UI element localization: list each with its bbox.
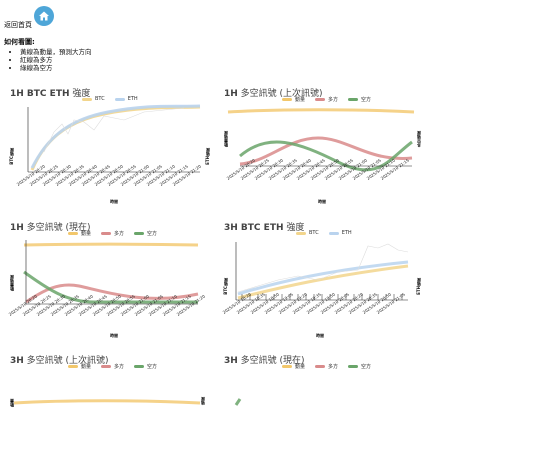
x-axis-label: 時間 xyxy=(110,199,118,204)
panel-3h-signal-last: 3H 多空訊號 (上次訊號) 動量 多方 空方 動量 強度 xyxy=(4,353,214,473)
panel-3h-strength: 3H BTC ETH 強度 BTC ETH BTC強度 ETH強度 時間 202… xyxy=(218,220,428,340)
legend-short: 空方 xyxy=(134,363,157,370)
legend-short: 空方 xyxy=(348,363,371,370)
legend: 動量 多方 空方 xyxy=(282,96,371,103)
panel-title: 1H 多空訊號 (現在) xyxy=(10,223,91,233)
panel-title: 3H BTC ETH 強度 xyxy=(224,223,305,233)
legend-long: 多方 xyxy=(315,96,338,103)
chart-3h-signal-now xyxy=(234,398,242,406)
legend: 動量 多方 空方 xyxy=(68,230,157,237)
legend-momentum: 動量 xyxy=(282,96,305,103)
panel-title: 3H 多空訊號 (現在) xyxy=(224,356,305,366)
legend: 動量 多方 空方 xyxy=(282,363,371,370)
legend-short: 空方 xyxy=(348,96,371,103)
back-home-link[interactable]: 返回首頁 xyxy=(4,21,32,29)
legend-momentum: 動量 xyxy=(68,363,91,370)
legend-eth: ETH xyxy=(328,230,352,236)
legend-long: 多方 xyxy=(101,363,124,370)
x-axis-label: 時間 xyxy=(318,199,326,204)
x-minor-ticks xyxy=(241,294,403,300)
chart-1h-signal-now: 2025/5/10 20:20 2025/5/10 20:25 2025/5/1… xyxy=(8,240,207,317)
legend-momentum: 動量 xyxy=(282,363,305,370)
howto-item-momentum: 黃線為動量，預測大方向 xyxy=(20,48,92,56)
legend: BTC ETH xyxy=(296,230,352,236)
legend-long: 多方 xyxy=(315,363,338,370)
chart-3h-signal-last xyxy=(13,399,201,405)
chart-3h-strength: 2025/5/10 18:20 2025/5/10 18:35 2025/5/1… xyxy=(222,242,409,315)
legend-eth: ETH xyxy=(114,96,138,102)
home-icon[interactable] xyxy=(34,6,54,26)
legend-long: 多方 xyxy=(101,230,124,237)
howto-list: 黃線為動量，預測大方向 紅線為多方 綠線為空方 xyxy=(4,48,92,72)
chart-1h-strength: 2025/5/10 20:20 2025/5/10 20:25 2025/5/1… xyxy=(16,104,203,187)
legend: BTC ETH xyxy=(82,96,138,102)
chart-1h-signal-last: 2025/5/10 20:20 2025/5/10 20:25 2025/5/1… xyxy=(226,108,415,181)
panel-1h-strength: 1H BTC ETH 強度 BTC ETH BTC強度 ETH強度 時間 202… xyxy=(4,86,214,206)
header: 返回首頁 xyxy=(4,6,54,30)
howto-title: 如何看圖: xyxy=(4,38,35,46)
legend-momentum: 動量 xyxy=(68,230,91,237)
x-tick-labels: 2025/5/10 20:20 2025/5/10 20:25 2025/5/1… xyxy=(226,157,411,180)
x-tick-labels: 2025/5/10 20:20 2025/5/10 20:25 2025/5/1… xyxy=(8,293,207,316)
legend-btc: BTC xyxy=(296,230,319,236)
legend-btc: BTC xyxy=(82,96,105,102)
panel-3h-signal-now: 3H 多空訊號 (現在) 動量 多方 空方 xyxy=(218,353,428,473)
panel-title: 3H 多空訊號 (上次訊號) xyxy=(10,356,109,366)
panel-1h-signal-last: 1H 多空訊號 (上次訊號) 動量 多方 空方 動量強度 多空強度 時間 202… xyxy=(218,86,428,206)
howto-item-long: 紅線為多方 xyxy=(20,56,92,64)
panel-title: 1H BTC ETH 強度 xyxy=(10,89,91,99)
x-tick-labels: 2025/5/10 20:20 2025/5/10 20:25 2025/5/1… xyxy=(16,163,203,186)
x-axis-label: 時間 xyxy=(316,333,324,338)
howto-item-short: 綠線為空方 xyxy=(20,64,92,72)
legend-short: 空方 xyxy=(134,230,157,237)
panel-1h-signal-now: 1H 多空訊號 (現在) 動量 多方 空方 動量強度 時間 2025/5/10 … xyxy=(4,220,214,340)
panel-title: 1H 多空訊號 (上次訊號) xyxy=(224,89,323,99)
x-tick-labels: 2025/5/10 18:20 2025/5/10 18:35 2025/5/1… xyxy=(222,291,407,314)
legend: 動量 多方 空方 xyxy=(68,363,157,370)
x-axis-label: 時間 xyxy=(110,333,118,338)
